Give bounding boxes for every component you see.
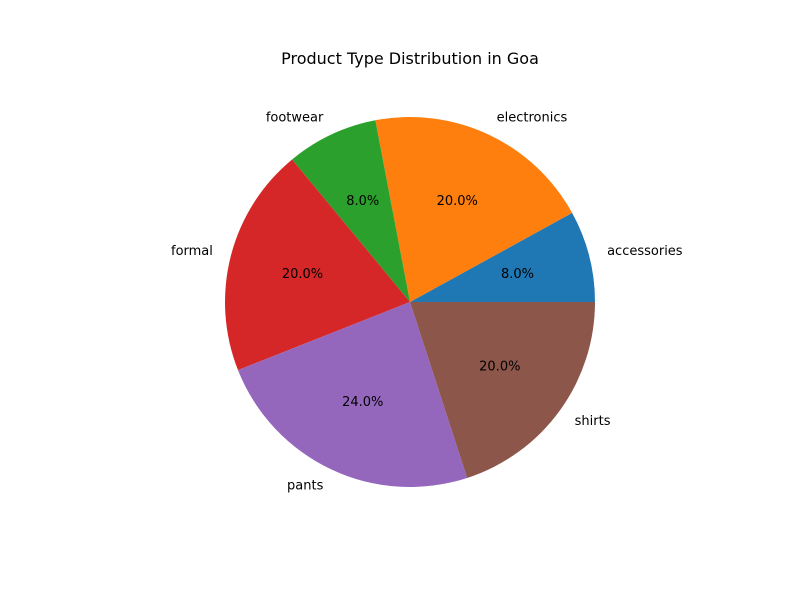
slice-label-pants: pants bbox=[287, 479, 324, 494]
slice-percent-electronics: 20.0% bbox=[437, 194, 478, 209]
pie-slice-electronics bbox=[375, 116, 573, 303]
pie-labels: accessories 8.0% electronics 20.0% footwear 8… bbox=[171, 110, 683, 493]
slice-percent-formal: 20.0% bbox=[282, 267, 323, 282]
pie-slices bbox=[225, 116, 595, 488]
pie-slice-pants bbox=[237, 302, 468, 488]
slice-percent-footwear: 8.0% bbox=[346, 194, 379, 209]
slice-label-footwear: footwear bbox=[266, 110, 324, 125]
chart-title: Product Type Distribution in Goa bbox=[281, 49, 539, 68]
slice-percent-pants: 24.0% bbox=[342, 395, 383, 410]
pie-slice-formal bbox=[225, 159, 410, 371]
slice-label-accessories: accessories bbox=[607, 244, 683, 259]
slice-percent-accessories: 8.0% bbox=[501, 267, 534, 282]
pie-slice-accessories bbox=[410, 212, 595, 302]
pie-slice-shirts bbox=[410, 302, 595, 478]
pie-slice-footwear bbox=[292, 120, 410, 302]
slice-percent-shirts: 20.0% bbox=[479, 360, 520, 375]
slice-label-formal: formal bbox=[171, 244, 213, 259]
slice-label-shirts: shirts bbox=[575, 414, 611, 429]
slice-label-electronics: electronics bbox=[497, 110, 568, 125]
